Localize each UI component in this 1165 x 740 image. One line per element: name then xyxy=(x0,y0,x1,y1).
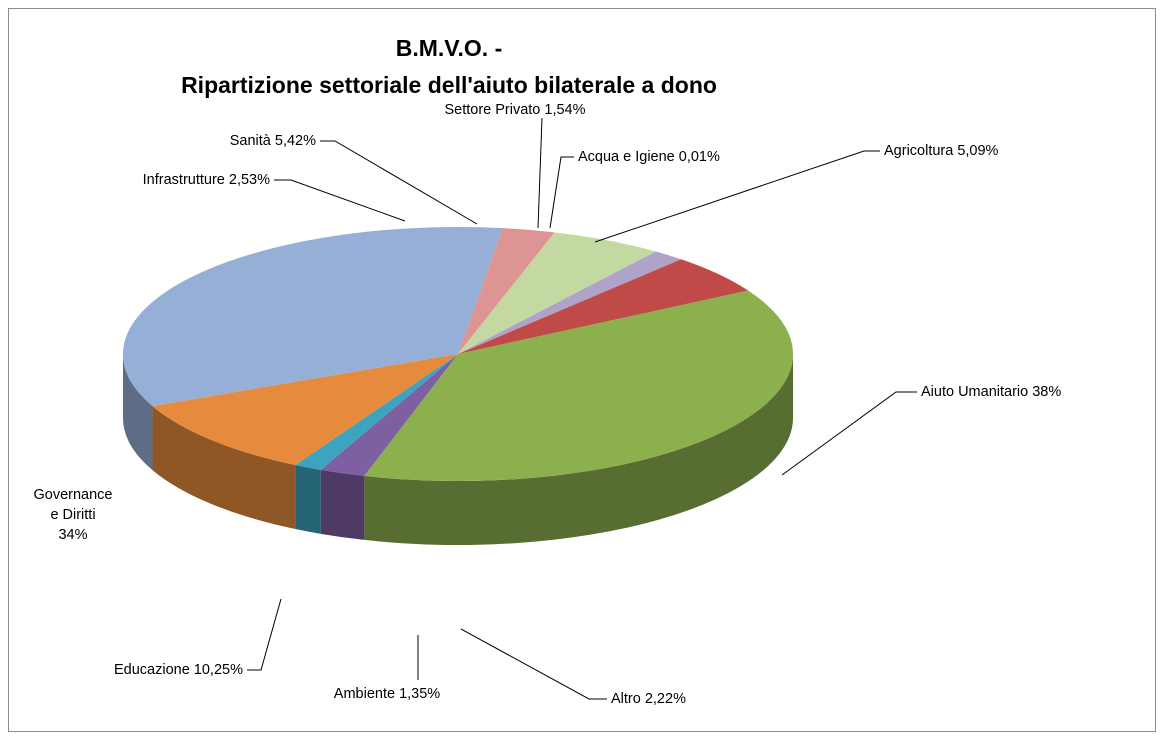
leader-line-0 xyxy=(781,391,917,476)
slice-label-4-line-0: Governance xyxy=(34,487,113,503)
slice-label-6: Sanità 5,42% xyxy=(230,133,316,149)
leader-line-3 xyxy=(247,598,282,671)
leader-lines xyxy=(247,117,917,700)
slice-label-9: Agricoltura 5,09% xyxy=(884,143,999,159)
pie-slice-1 xyxy=(320,354,458,476)
pie-slice-0 xyxy=(364,290,794,481)
leader-line-9 xyxy=(594,150,880,243)
slice-label-8: Acqua e Igiene 0,01% xyxy=(578,149,720,165)
pie-top-faces xyxy=(122,227,794,481)
slice-label-4: Governance e Diritti 34% xyxy=(34,487,113,543)
leader-line-5 xyxy=(274,179,406,222)
slice-label-4-line-1: e Diritti xyxy=(50,507,95,523)
slice-label-3: Educazione 10,25% xyxy=(114,662,243,678)
pie-side-2 xyxy=(295,465,321,534)
leader-line-8 xyxy=(549,156,574,229)
pie-side-3 xyxy=(152,406,296,530)
slice-label-0: Aiuto Umanitario 38% xyxy=(921,384,1061,400)
pie-slice-3 xyxy=(152,354,458,466)
leader-line-1 xyxy=(460,628,607,700)
pie-chart: Aiuto Umanitario 38% Altro 2,22% Ambiente … xyxy=(34,35,1062,707)
pie-side-4 xyxy=(123,354,153,471)
slice-label-2: Ambiente 1,35% xyxy=(334,686,441,702)
slice-labels: Aiuto Umanitario 38% Altro 2,22% Ambiente … xyxy=(34,102,1062,707)
pie-slice-2 xyxy=(295,354,458,470)
slice-label-5: Infrastrutture 2,53% xyxy=(143,172,270,188)
slice-label-1: Altro 2,22% xyxy=(611,691,686,707)
slice-label-7: Settore Privato 1,54% xyxy=(444,102,585,118)
chart-title-line-2: Ripartizione settoriale dell'aiuto bilat… xyxy=(181,72,717,98)
pie-slice-8 xyxy=(458,259,682,354)
leader-line-6 xyxy=(320,140,478,225)
pie-sides xyxy=(123,354,793,545)
pie-slice-4 xyxy=(122,227,503,407)
pie-slice-5 xyxy=(458,228,555,354)
leader-line-7 xyxy=(537,117,543,229)
slice-label-4-line-2: 34% xyxy=(58,527,87,543)
chart-frame: Aiuto Umanitario 38% Altro 2,22% Ambiente … xyxy=(8,8,1156,732)
chart-title-line-1: B.M.V.O. - xyxy=(396,35,503,61)
pie-side-0 xyxy=(364,354,793,545)
pie-side-1 xyxy=(320,469,365,540)
pie-slice-7 xyxy=(458,251,681,354)
pie-slice-9 xyxy=(458,259,749,354)
pie-slice-6 xyxy=(458,232,656,354)
